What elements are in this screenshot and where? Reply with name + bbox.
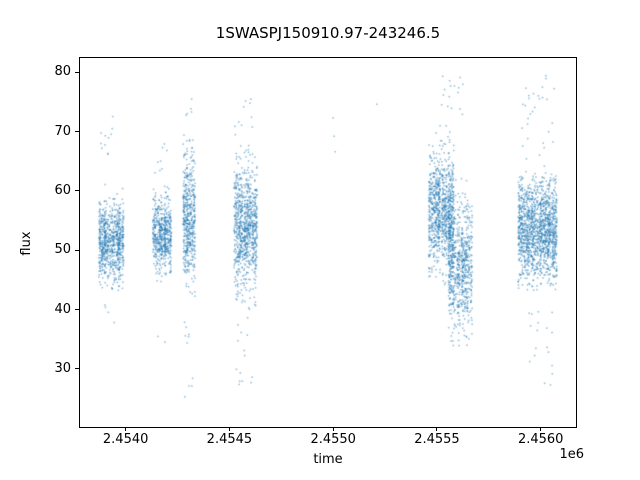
x-tick-label: 2.4560 [517, 432, 564, 447]
x-tick-mark [228, 427, 230, 431]
chart-title: 1SWASPJ150910.97-243246.5 [215, 24, 441, 42]
x-tick-mark [436, 427, 438, 431]
y-tick-label: 70 [54, 123, 71, 139]
y-tick-mark [75, 249, 79, 251]
x-tick-label: 2.4550 [310, 432, 356, 447]
y-tick-label: 80 [54, 64, 71, 80]
x-tick-mark [332, 427, 334, 431]
x-tick-label: 2.4545 [206, 432, 253, 447]
x-tick-label: 2.4555 [414, 432, 460, 447]
y-tick-label: 30 [54, 360, 71, 376]
y-tick-label: 50 [54, 242, 71, 258]
x-tick-mark [125, 427, 127, 431]
y-tick-mark [75, 368, 79, 370]
x-tick-label: 2.4540 [102, 432, 149, 447]
x-axis-label: time [313, 452, 343, 467]
y-axis-label: flux [19, 231, 34, 256]
x-axis-offset-label: 1e6 [559, 447, 584, 462]
y-tick-label: 60 [54, 182, 71, 198]
scatter-points-canvas [80, 58, 576, 427]
y-tick-mark [75, 309, 79, 311]
y-tick-mark [75, 71, 79, 73]
y-tick-label: 40 [54, 301, 71, 317]
y-tick-mark [75, 131, 79, 133]
y-tick-mark [75, 190, 79, 192]
x-tick-mark [540, 427, 542, 431]
